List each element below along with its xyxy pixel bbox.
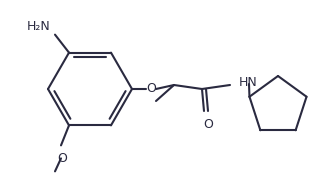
Text: HN: HN (239, 77, 258, 89)
Text: O: O (203, 118, 213, 131)
Text: H₂N: H₂N (26, 20, 50, 33)
Text: O: O (57, 152, 67, 165)
Text: O: O (146, 82, 156, 95)
